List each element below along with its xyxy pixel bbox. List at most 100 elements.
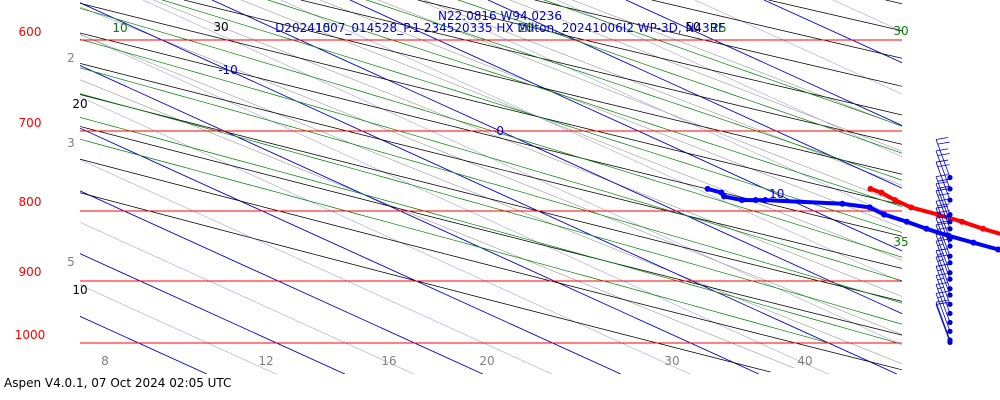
- dry-adiabat-label: 30: [213, 20, 228, 34]
- wind-barb-flag: [935, 248, 949, 252]
- wind-barb-flag: [935, 282, 949, 285]
- dry-adiabat-line: [885, 0, 902, 5]
- moist-adiabat-label: 30: [893, 24, 908, 38]
- wind-barb: [935, 188, 953, 232]
- mixing-ratio-line: [320, 0, 902, 228]
- wind-barb-dot: [947, 260, 953, 266]
- isotherm-line: [80, 96, 690, 374]
- software-footer: Aspen V4.0.1, 07 Oct 2024 02:05 UTC: [4, 376, 232, 390]
- wind-barb-flag: [935, 222, 949, 226]
- mixing-ratio-label: 5: [67, 255, 75, 269]
- dewpoint-profile-point: [718, 189, 725, 196]
- moist-adiabat-line: [80, 138, 829, 344]
- isotherm-line: [80, 159, 552, 374]
- isotherm-line: [80, 221, 414, 374]
- isotherm-line: [80, 33, 828, 374]
- isotherm-lines: [80, 0, 902, 374]
- wind-barb-flag: [937, 185, 950, 189]
- isotherm-line: [80, 127, 621, 374]
- wind-barb-flag: [935, 188, 949, 192]
- mixing-ratio-line: [80, 79, 794, 369]
- wind-barb-flag: [935, 148, 949, 152]
- wind-barb-dot: [947, 310, 953, 317]
- wind-barb-dot: [947, 186, 953, 192]
- moist-adiabat-line: [366, 0, 902, 181]
- dry-adiabat-line: [80, 63, 902, 269]
- wind-barb-flag: [937, 164, 950, 168]
- moist-adiabat-line: [80, 7, 902, 258]
- isotherm-label: -10: [218, 63, 238, 77]
- isobar-lines: [80, 39, 902, 344]
- mixing-ratio-line: [80, 6, 902, 335]
- dewpoint-profile-point: [923, 225, 930, 232]
- wind-barb: [935, 273, 953, 317]
- wind-barb-flag: [935, 174, 949, 178]
- wind-barb-dot: [947, 339, 953, 346]
- moist-adiabat-label: 10: [112, 21, 127, 35]
- wind-barb-staff: [935, 275, 951, 314]
- wind-barb-staff: [935, 150, 951, 190]
- wind-barb-flag: [935, 159, 949, 163]
- pressure-tick-label: 600: [19, 25, 42, 39]
- temperature-profile-point: [980, 225, 987, 232]
- wind-barb-flag: [937, 226, 950, 230]
- wind-barb-staff: [935, 190, 951, 229]
- wind-barb-dot: [947, 270, 953, 276]
- mixing-ratio-label: 20: [479, 354, 494, 368]
- wind-barb-flag: [937, 243, 944, 247]
- wind-barb-dot: [947, 286, 953, 292]
- temperature-profile-point: [892, 197, 899, 204]
- wind-barb-flag: [935, 290, 949, 294]
- dewpoint-profile-point: [995, 246, 1000, 253]
- dewpoint-profile-point: [752, 197, 759, 204]
- wind-barb-flag: [937, 286, 944, 290]
- wind-barb-dot: [947, 292, 953, 298]
- isotherm-line: [763, 0, 902, 64]
- isotherm-line: [142, 0, 902, 346]
- dewpoint-profile-point: [738, 197, 745, 204]
- mixing-ratio-line: [80, 34, 902, 365]
- wind-barb-flag: [935, 232, 949, 236]
- wind-barb-flag: [937, 259, 944, 262]
- wind-barb-flag: [935, 215, 949, 219]
- wind-barb: [935, 254, 953, 298]
- dry-adiabat-line: [183, 0, 902, 175]
- temperature-profile-point: [878, 189, 885, 196]
- isotherm-line: [80, 284, 276, 374]
- wind-barb-flag: [937, 295, 944, 299]
- moist-adiabat-line: [80, 93, 902, 325]
- wind-barb-flag: [937, 268, 944, 272]
- wind-barb-flag: [935, 137, 949, 140]
- dry-adiabat-line: [80, 192, 771, 373]
- moist-adiabat-line: [80, 117, 898, 344]
- mixing-ratio-line: [572, 0, 902, 127]
- dry-adiabat-line: [300, 0, 902, 145]
- mixing-ratio-label: 12: [258, 354, 273, 368]
- dry-adiabat-line: [80, 158, 902, 371]
- wind-barb-dot: [947, 226, 953, 232]
- wind-barb-staff: [935, 293, 951, 332]
- mixing-ratio-line: [241, 0, 902, 261]
- wind-barb-dot: [947, 328, 953, 334]
- mixing-ratio-line: [153, 0, 902, 297]
- dry-adiabat-line: [80, 126, 902, 336]
- mixing-ratio-line: [378, 0, 902, 205]
- wind-barb-flag: [937, 220, 950, 224]
- moist-adiabat-label: 25: [711, 21, 726, 35]
- wind-barb-column: [935, 137, 953, 346]
- wind-barb-flag: [935, 238, 949, 242]
- mixing-ratio-label: 40: [797, 354, 812, 368]
- dewpoint-profile-point: [866, 204, 873, 211]
- wind-barb-dot: [947, 243, 953, 249]
- dry-adiabat-line: [80, 94, 902, 302]
- wind-barb-dot: [947, 319, 953, 326]
- wind-barb-flag: [937, 203, 950, 207]
- isotherm-line: [487, 0, 902, 189]
- isotherm-line: [211, 0, 902, 315]
- moist-adiabat-line: [80, 38, 902, 282]
- mixing-ratio-label: 2: [67, 51, 75, 65]
- dewpoint-profile-point: [903, 218, 910, 225]
- dry-adiabat-label: 10: [72, 283, 87, 297]
- isotherm-line: [80, 315, 207, 374]
- wind-barb-flag: [935, 263, 949, 267]
